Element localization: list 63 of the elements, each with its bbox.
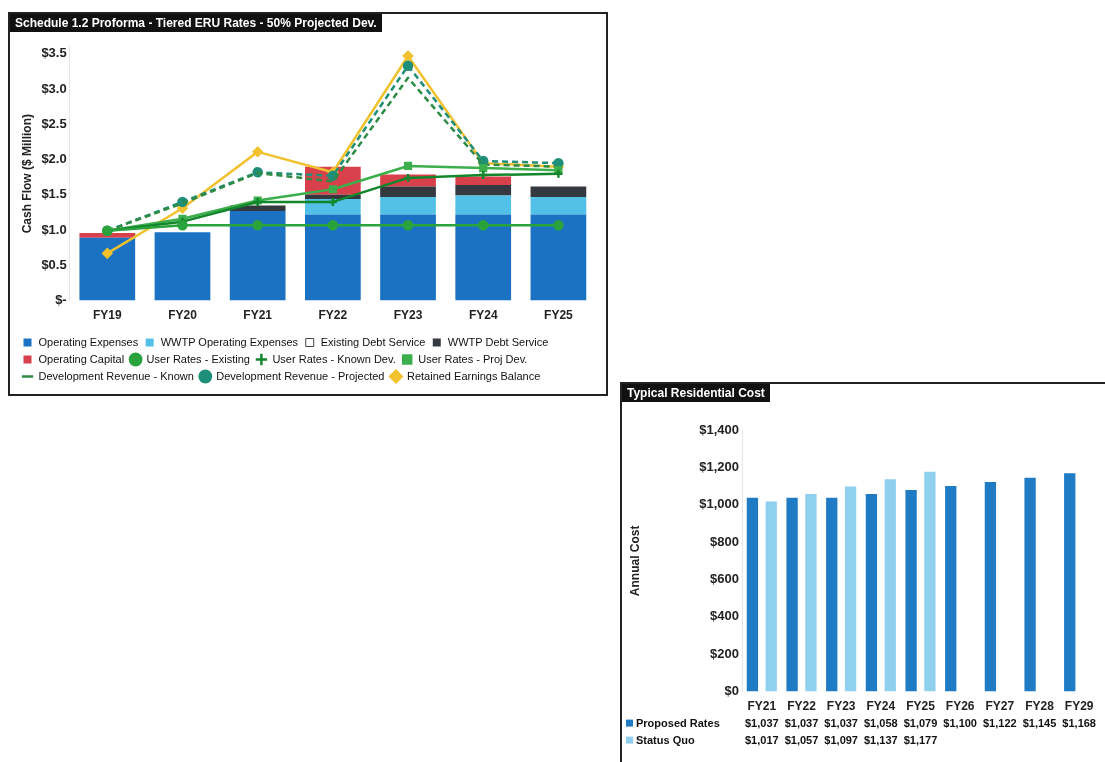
y-axis-title: Annual Cost [627,525,642,597]
legend-label: Proposed Rates [636,716,720,729]
y-tick-label: $1.5 [41,186,67,202]
chart-title: Schedule 1.2 Proforma - Tiered ERU Rates - 50% Projected Dev. [10,14,382,32]
y-tick-label: $1,000 [699,496,739,512]
x-tick-label: FY21 [747,699,777,714]
x-tick-label: FY23 [393,308,423,323]
x-tick-label: FY24 [468,308,498,323]
legend-label: Development Revenue - Known [38,369,194,382]
y-tick-label: $3.0 [41,80,67,96]
y-tick-label: $1,200 [699,458,739,474]
y-tick-label: $400 [710,608,739,624]
legend-label: Development Revenue - Projected [216,369,385,382]
y-tick-label: $200 [710,645,739,661]
x-tick-label: FY19 [92,308,122,323]
legend-label: Operating Capital [38,352,125,365]
legend-label: User Rates - Proj Dev. [418,352,528,365]
legend-label: Retained Earnings Balance [406,369,541,382]
x-tick-label: FY27 [985,699,1015,714]
y-tick-label: $1.0 [41,221,67,237]
x-tick-label: FY24 [866,699,896,714]
y-tick-label: $600 [710,571,739,587]
legend-label: Operating Expenses [38,335,139,348]
x-tick-label: FY22 [787,699,817,714]
data-label: $1,079 [903,716,938,729]
legend-label: Status Quo [636,733,695,746]
x-tick-label: FY20 [168,308,198,323]
y-tick-label: $0.5 [41,256,67,272]
data-label: $1,058 [864,716,898,729]
data-label: $1,177 [903,733,938,746]
data-label: $1,017 [745,733,779,746]
legend-label: User Rates - Known Dev. [272,352,396,365]
legend-label: WWTP Operating Expenses [160,335,299,348]
data-label: $1,037 [824,716,858,729]
data-label: $1,100 [943,716,977,729]
y-tick-label: $1,400 [699,421,739,437]
data-label: $1,168 [1062,716,1096,729]
y-tick-label: $2.5 [41,115,67,131]
legend-label: Existing Debt Service [320,335,426,348]
chart-title: Typical Residential Cost [622,384,770,402]
data-label: $1,097 [824,733,858,746]
data-label: $1,057 [784,733,819,746]
y-tick-label: $800 [710,533,739,549]
data-label: $1,145 [1022,716,1057,729]
data-label: $1,137 [864,733,898,746]
y-tick-label: $- [55,292,67,308]
legend-label: User Rates - Existing [146,352,250,365]
y-tick-label: $3.5 [41,45,67,61]
data-label: $1,037 [784,716,819,729]
x-tick-label: FY25 [906,699,936,714]
y-axis-title: Cash Flow ($ Million) [19,114,34,234]
x-tick-label: FY23 [826,699,856,714]
data-label: $1,122 [983,716,1017,729]
x-tick-label: FY25 [544,308,574,323]
x-tick-label: FY22 [318,308,348,323]
y-tick-label: $0 [724,683,739,699]
data-label: $1,037 [745,716,779,729]
x-tick-label: FY21 [243,308,273,323]
legend-label: WWTP Debt Service [447,335,549,348]
x-tick-label: FY28 [1025,699,1055,714]
y-tick-label: $2.0 [41,151,67,167]
x-tick-label: FY29 [1064,699,1094,714]
x-tick-label: FY26 [945,699,975,714]
